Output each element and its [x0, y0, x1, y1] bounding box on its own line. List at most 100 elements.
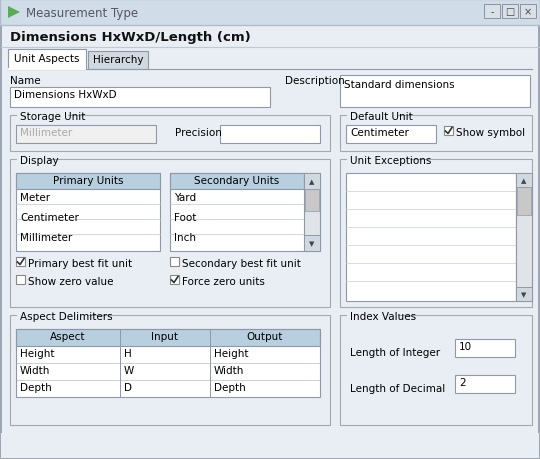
Bar: [304, 174, 320, 190]
Bar: [304, 174, 320, 252]
Text: Output: Output: [247, 331, 283, 341]
Bar: [520, 5, 536, 19]
Bar: [516, 174, 532, 188]
Text: Primary best fit unit: Primary best fit unit: [28, 258, 132, 269]
Bar: [0, 0, 540, 26]
Bar: [455, 375, 515, 393]
Bar: [1, 433, 539, 458]
Text: -: -: [490, 7, 494, 17]
Text: Centimeter: Centimeter: [20, 213, 79, 223]
Text: ▲: ▲: [521, 178, 526, 184]
Bar: [10, 116, 330, 151]
Bar: [17, 112, 68, 121]
Bar: [16, 126, 156, 144]
Text: Foot: Foot: [174, 213, 197, 223]
Bar: [347, 112, 398, 121]
Bar: [17, 311, 87, 320]
Bar: [16, 380, 320, 397]
Text: Millimeter: Millimeter: [20, 128, 72, 138]
Text: Hierarchy: Hierarchy: [93, 55, 143, 65]
Text: Depth: Depth: [20, 382, 52, 392]
Text: Display: Display: [20, 156, 59, 166]
Text: Storage Unit: Storage Unit: [20, 112, 85, 122]
Bar: [517, 188, 531, 216]
Text: Unit Exceptions: Unit Exceptions: [350, 156, 431, 166]
Bar: [16, 329, 320, 346]
Bar: [455, 339, 515, 357]
Bar: [16, 275, 25, 285]
Bar: [170, 174, 320, 252]
Text: W: W: [124, 365, 134, 375]
Text: Precision: Precision: [175, 128, 222, 138]
Text: Depth: Depth: [214, 382, 246, 392]
Text: Aspect: Aspect: [50, 331, 86, 341]
Bar: [10, 315, 330, 425]
Text: 10: 10: [459, 341, 472, 351]
Text: D: D: [124, 382, 132, 392]
Bar: [347, 311, 398, 320]
Text: Show zero value: Show zero value: [28, 276, 113, 286]
Bar: [305, 190, 319, 212]
Bar: [16, 346, 320, 363]
Bar: [340, 116, 532, 151]
Text: Secondary best fit unit: Secondary best fit unit: [182, 258, 301, 269]
Text: Width: Width: [20, 365, 50, 375]
Text: Aspect Delimiters: Aspect Delimiters: [20, 311, 113, 321]
Bar: [347, 156, 409, 165]
Bar: [170, 257, 179, 266]
Text: Length of Integer: Length of Integer: [350, 347, 440, 357]
Text: ▼: ▼: [309, 241, 315, 246]
Text: Primary Units: Primary Units: [53, 176, 123, 185]
Bar: [346, 174, 516, 302]
Bar: [10, 88, 270, 108]
Text: Dimensions HxWxD: Dimensions HxWxD: [14, 90, 117, 100]
Bar: [220, 126, 320, 144]
Bar: [16, 174, 160, 252]
Text: H: H: [124, 348, 132, 358]
Text: Meter: Meter: [20, 193, 50, 202]
Text: Measurement Type: Measurement Type: [26, 7, 138, 20]
Text: Height: Height: [20, 348, 55, 358]
Bar: [340, 315, 532, 425]
Text: Default Unit: Default Unit: [350, 112, 413, 122]
Text: Index Values: Index Values: [350, 311, 416, 321]
Text: Description: Description: [285, 76, 345, 86]
Bar: [8, 50, 86, 70]
Text: Yard: Yard: [174, 193, 196, 202]
Bar: [516, 174, 532, 302]
Bar: [304, 235, 320, 252]
Bar: [16, 257, 25, 266]
Text: Height: Height: [214, 348, 248, 358]
Bar: [88, 52, 148, 70]
Text: ▲: ▲: [309, 179, 315, 185]
Polygon shape: [8, 7, 20, 19]
Bar: [444, 127, 453, 136]
Bar: [502, 5, 518, 19]
Bar: [17, 156, 48, 165]
Bar: [16, 174, 160, 190]
Text: 2: 2: [459, 377, 465, 387]
Bar: [170, 275, 179, 285]
Bar: [340, 76, 530, 108]
Bar: [170, 174, 304, 190]
Text: Dimensions HxWxD/Length (cm): Dimensions HxWxD/Length (cm): [10, 31, 251, 44]
Text: Millimeter: Millimeter: [20, 233, 72, 242]
Text: Standard dimensions: Standard dimensions: [344, 80, 455, 90]
Text: Input: Input: [152, 331, 179, 341]
Text: Secondary Units: Secondary Units: [194, 176, 280, 185]
Text: ×: ×: [524, 7, 532, 17]
Text: Width: Width: [214, 365, 245, 375]
Bar: [484, 5, 500, 19]
Text: □: □: [505, 7, 515, 17]
Bar: [10, 160, 330, 308]
Text: Inch: Inch: [174, 233, 196, 242]
Text: ▼: ▼: [521, 291, 526, 297]
Text: Show symbol: Show symbol: [456, 128, 525, 138]
Bar: [16, 363, 320, 380]
Bar: [346, 126, 436, 144]
Text: Name: Name: [10, 76, 40, 86]
Bar: [516, 287, 532, 302]
Bar: [16, 329, 320, 397]
Bar: [340, 160, 532, 308]
Text: Unit Aspects: Unit Aspects: [14, 54, 80, 64]
